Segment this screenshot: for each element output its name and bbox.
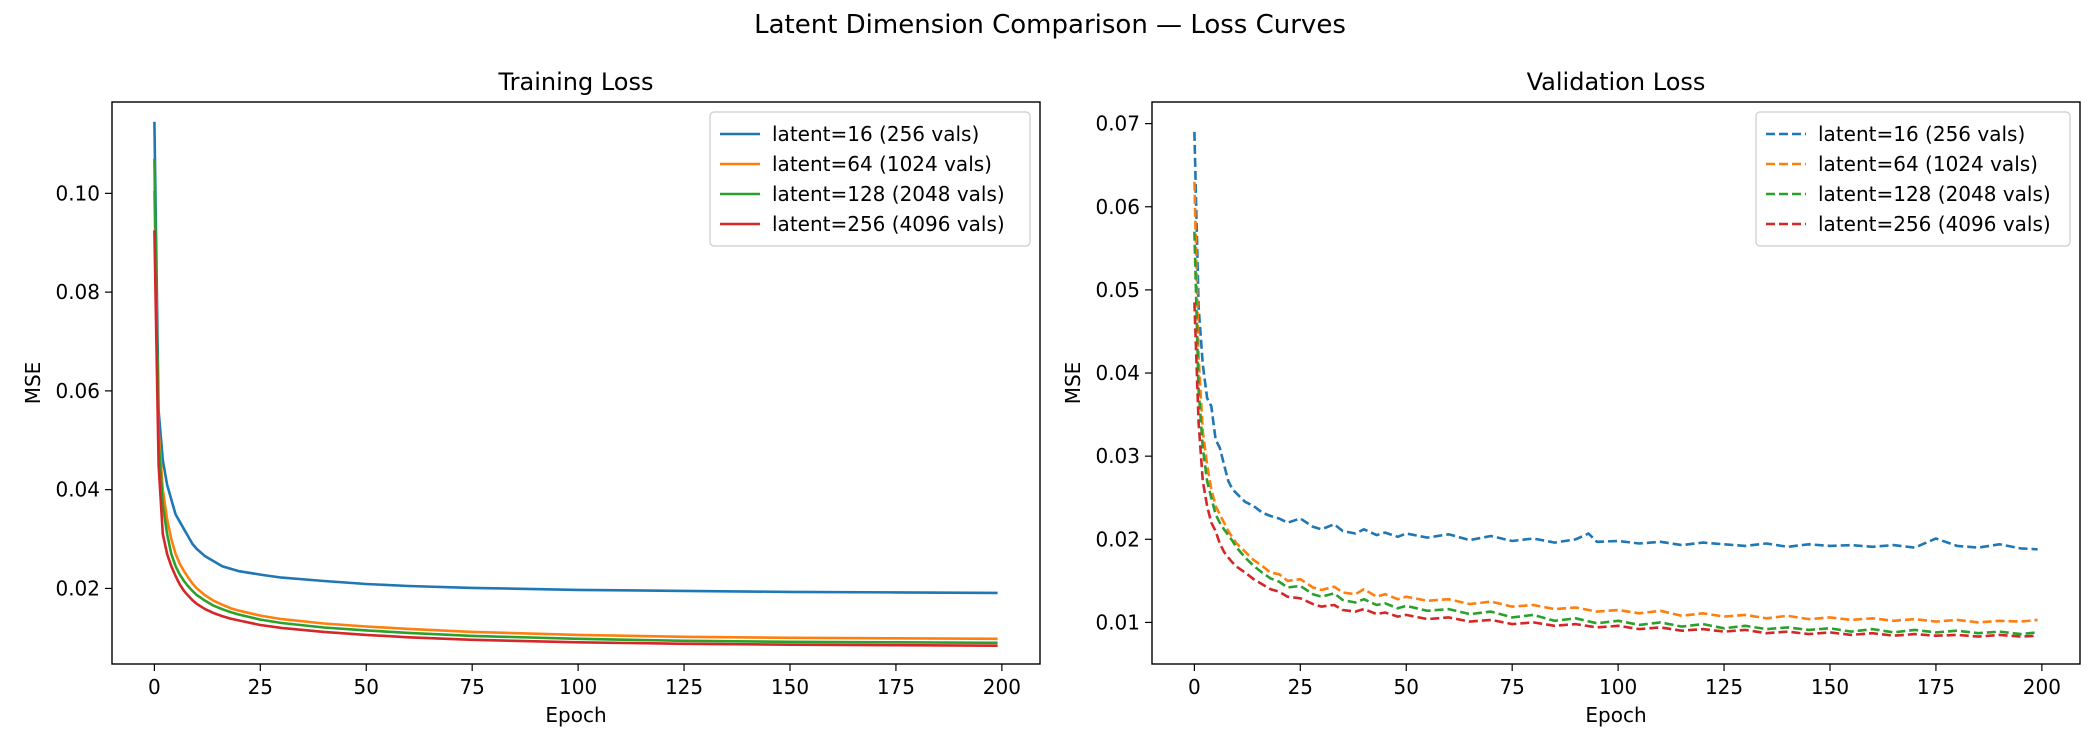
train-x-tick-label-6: 150: [771, 675, 809, 699]
train-y-axis-label: MSE: [21, 362, 45, 405]
train-x-axis-label: Epoch: [545, 703, 606, 727]
val-x-tick-label-7: 175: [1917, 675, 1955, 699]
train-legend-label-2: latent=128 (2048 vals): [772, 182, 1005, 206]
train-y-tick-label-2: 0.06: [55, 379, 100, 403]
figure-title: Latent Dimension Comparison — Loss Curve…: [754, 10, 1346, 40]
val-series-line-1: [1193, 181, 2038, 624]
train-series-line-1: [153, 190, 998, 641]
train-axes-frame: [111, 101, 1041, 665]
val-panel-title: Validation Loss: [1527, 68, 1706, 96]
val-legend-box: [1755, 111, 2071, 247]
val-legend: latent=16 (256 vals) latent=64 (1024 vals…: [1755, 111, 2071, 247]
val-x-tick-label-5: 125: [1705, 675, 1743, 699]
val-y-axis-label: MSE: [1061, 362, 1085, 405]
val-legend-label-1: latent=64 (1024 vals): [1818, 152, 2038, 176]
val-y-tick-label-2: 0.03: [1095, 444, 1140, 468]
train-x-tick-label-4: 100: [559, 675, 597, 699]
val-axes-frame: [1151, 101, 2081, 665]
val-x-tick-label-3: 75: [1499, 675, 1524, 699]
val-y-tick-label-6: 0.07: [1095, 112, 1140, 136]
val-series-line-0: [1193, 131, 2038, 551]
val-x-axis-label: Epoch: [1585, 703, 1646, 727]
val-x-tick-label-2: 50: [1394, 675, 1419, 699]
train-legend: latent=16 (256 vals) latent=64 (1024 vals…: [709, 111, 1031, 247]
train-x-tick-label-5: 125: [665, 675, 703, 699]
val-x-tick-label-4: 100: [1599, 675, 1637, 699]
train-y-tick-label-3: 0.08: [55, 280, 100, 304]
train-x-tick-label-7: 175: [877, 675, 915, 699]
panel-train: Training Loss 0 25 50 75 100 125 150 175 200 0.02 0…: [21, 68, 1041, 727]
train-x-tick-label-0: 0: [148, 675, 161, 699]
val-y-tick-label-5: 0.06: [1095, 195, 1140, 219]
train-y-tick-label-4: 0.10: [55, 181, 100, 205]
train-legend-label-0: latent=16 (256 vals): [772, 122, 979, 146]
train-legend-label-3: latent=256 (4096 vals): [772, 212, 1005, 236]
val-legend-label-2: latent=128 (2048 vals): [1818, 182, 2051, 206]
train-x-tick-label-8: 200: [983, 675, 1021, 699]
val-x-tick-label-6: 150: [1811, 675, 1849, 699]
train-x-tick-label-2: 50: [354, 675, 379, 699]
val-y-tick-label-4: 0.05: [1095, 278, 1140, 302]
val-y-tick-label-3: 0.04: [1095, 361, 1140, 385]
train-series-line-3: [153, 230, 998, 647]
val-legend-label-3: latent=256 (4096 vals): [1818, 212, 2051, 236]
val-x-tick-label-1: 25: [1288, 675, 1313, 699]
train-series-line-2: [153, 158, 998, 645]
train-legend-label-1: latent=64 (1024 vals): [772, 152, 992, 176]
val-legend-label-0: latent=16 (256 vals): [1818, 122, 2025, 146]
train-y-tick-label-1: 0.04: [55, 478, 100, 502]
train-y-tick-label-0: 0.02: [55, 576, 100, 600]
train-x-tick-label-3: 75: [459, 675, 484, 699]
train-legend-box: [709, 111, 1031, 247]
val-x-tick-label-8: 200: [2023, 675, 2061, 699]
val-series-line-2: [1193, 231, 2038, 636]
val-y-tick-label-0: 0.01: [1095, 610, 1140, 634]
val-x-tick-label-0: 0: [1188, 675, 1201, 699]
train-series-line-0: [153, 121, 998, 595]
panel-val: Validation Loss 0 25 50 75 100 125 150 175 200 0.0…: [1061, 68, 2081, 727]
val-y-tick-label-1: 0.02: [1095, 527, 1140, 551]
train-panel-title: Training Loss: [498, 68, 654, 96]
train-x-tick-label-1: 25: [248, 675, 273, 699]
val-series-line-3: [1193, 302, 2038, 638]
